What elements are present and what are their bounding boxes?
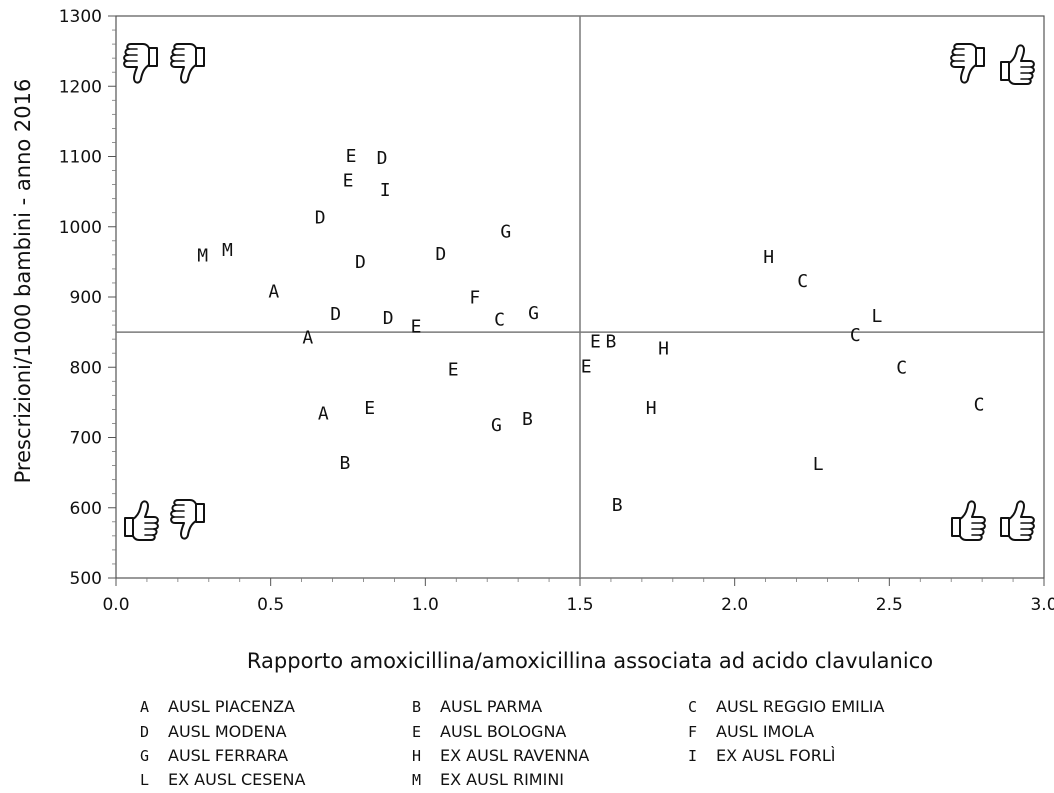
y-tick-label: 900 [70, 288, 102, 308]
thumb-down-icon [170, 43, 205, 84]
data-point: H [646, 398, 657, 419]
legend: A AUSL PIACENZA B AUSL PARMA C AUSL REGGIO EM… [140, 697, 885, 789]
data-point: G [528, 303, 539, 324]
y-tick-label: 1000 [59, 218, 102, 238]
data-point: C [896, 357, 907, 378]
x-tick-label: 2.5 [876, 595, 903, 615]
legend-code: I [688, 747, 697, 765]
legend-entry: EX AUSL RIMINI [440, 770, 564, 789]
thumb-down-icon [950, 43, 985, 84]
thumb-up-icon [1000, 500, 1035, 541]
legend-code: E [412, 723, 421, 741]
data-point: L [872, 306, 883, 327]
legend-code: H [412, 747, 421, 765]
x-tick-label: 0.0 [102, 595, 129, 615]
legend-entry: AUSL FERRARA [168, 746, 288, 765]
x-tick-label: 2.0 [721, 595, 748, 615]
x-tick-label: 3.0 [1030, 595, 1054, 615]
y-tick-label: 1100 [59, 148, 102, 168]
legend-code: B [412, 698, 421, 716]
x-tick-label: 1.5 [566, 595, 593, 615]
data-point: H [658, 338, 669, 359]
data-point: C [797, 271, 808, 292]
legend-code: F [688, 723, 697, 741]
data-point: D [377, 148, 388, 169]
legend-code: D [140, 723, 149, 741]
data-point: C [974, 394, 985, 415]
y-tick-label: 800 [70, 358, 102, 378]
legend-entry: AUSL MODENA [168, 722, 287, 741]
data-point: B [522, 409, 533, 430]
legend-code: C [688, 698, 697, 716]
legend-code: G [140, 747, 149, 765]
x-axis: 0.0 0.5 1.0 1.5 2.0 2.5 3.0 [102, 578, 1054, 615]
data-point: E [590, 331, 601, 352]
data-point: D [315, 208, 326, 229]
y-tick-label: 700 [70, 429, 102, 449]
legend-code: M [412, 771, 421, 789]
quadrant-icons [123, 43, 1035, 541]
data-point: D [383, 308, 394, 329]
legend-code: L [140, 771, 149, 789]
y-tick-label: 600 [70, 499, 102, 519]
thumb-up-icon [124, 500, 159, 541]
y-axis: 500 600 700 800 900 1000 1100 1200 1300 [59, 7, 116, 589]
y-axis-title: Prescrizioni/1000 bambini - anno 2016 [11, 79, 35, 484]
data-point: G [491, 415, 502, 436]
data-point: E [448, 359, 459, 380]
data-point: B [339, 453, 350, 474]
data-point: C [494, 309, 505, 330]
legend-entry: EX AUSL FORLÌ [716, 746, 836, 765]
data-point: D [330, 304, 341, 325]
legend-entry: AUSL REGGIO EMILIA [716, 697, 885, 716]
data-point: A [302, 328, 313, 349]
data-point: A [268, 281, 279, 302]
legend-entry: EX AUSL RAVENNA [440, 746, 589, 765]
data-point: G [500, 222, 511, 243]
data-point: H [763, 247, 774, 268]
thumb-down-icon [170, 499, 205, 540]
thumb-down-icon [123, 43, 158, 84]
thumb-up-icon [1000, 44, 1035, 85]
data-point: I [380, 180, 391, 201]
y-tick-label: 1200 [59, 77, 102, 97]
legend-entry: AUSL BOLOGNA [440, 722, 566, 741]
data-point: F [469, 288, 480, 309]
thumb-up-icon [951, 500, 986, 541]
data-point: E [364, 398, 375, 419]
y-tick-label: 500 [70, 569, 102, 589]
data-point: E [581, 357, 592, 378]
x-axis-title: Rapporto amoxicillina/amoxicillina assoc… [247, 649, 933, 673]
legend-entry: EX AUSL CESENA [168, 770, 305, 789]
data-point: A [318, 404, 329, 425]
data-point: E [346, 146, 357, 167]
data-point: L [813, 454, 824, 475]
legend-code: A [140, 698, 149, 716]
legend-entry: AUSL PIACENZA [168, 697, 295, 716]
x-tick-label: 1.0 [412, 595, 439, 615]
y-tick-label: 1300 [59, 7, 102, 27]
data-point: B [606, 331, 617, 352]
legend-entry: AUSL PARMA [440, 697, 542, 716]
data-point: M [197, 246, 208, 267]
data-point: D [355, 252, 366, 273]
data-point: E [411, 317, 422, 338]
data-point: C [850, 325, 861, 346]
data-point: B [612, 495, 623, 516]
legend-entry: AUSL IMOLA [716, 722, 814, 741]
data-point: M [222, 240, 233, 261]
reference-lines [116, 16, 1044, 578]
data-point: E [343, 170, 354, 191]
x-tick-label: 0.5 [257, 595, 284, 615]
data-point: D [435, 244, 446, 265]
